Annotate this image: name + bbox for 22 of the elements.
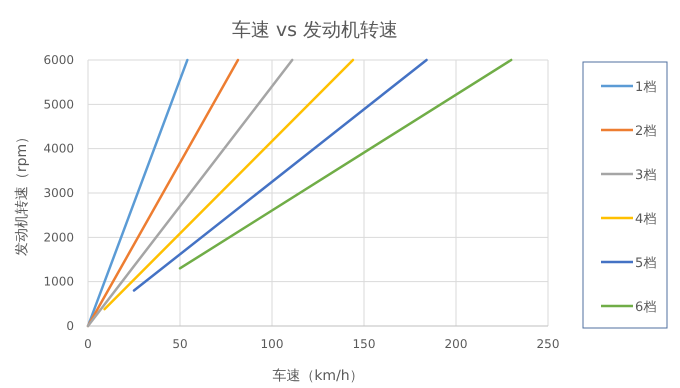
- y-tick-label: 6000: [43, 53, 74, 67]
- x-tick-label: 150: [352, 337, 376, 351]
- x-tick-label: 200: [444, 337, 468, 351]
- legend-label: 3档: [635, 168, 656, 183]
- x-tick-label: 0: [84, 337, 92, 351]
- x-tick-label: 100: [260, 337, 284, 351]
- chart-title: 车速 vs 发动机转速: [232, 19, 398, 41]
- legend-label: 4档: [635, 212, 656, 227]
- legend-label: 5档: [635, 256, 656, 271]
- x-axis-title: 车速（km/h）: [272, 368, 364, 384]
- y-tick-label: 4000: [43, 142, 74, 156]
- y-tick-label: 0: [66, 319, 74, 333]
- x-tick-label: 50: [172, 337, 188, 351]
- y-tick-label: 2000: [43, 230, 74, 244]
- x-tick-label: 250: [536, 337, 560, 351]
- y-tick-label: 3000: [43, 186, 74, 200]
- y-tick-label: 5000: [43, 97, 74, 112]
- legend-label: 2档: [635, 124, 656, 139]
- y-tick-label: 1000: [43, 274, 74, 289]
- legend-label: 1档: [635, 80, 656, 95]
- legend-label: 6档: [635, 300, 656, 315]
- y-axis-title: 发动机转速（rpm）: [14, 130, 30, 256]
